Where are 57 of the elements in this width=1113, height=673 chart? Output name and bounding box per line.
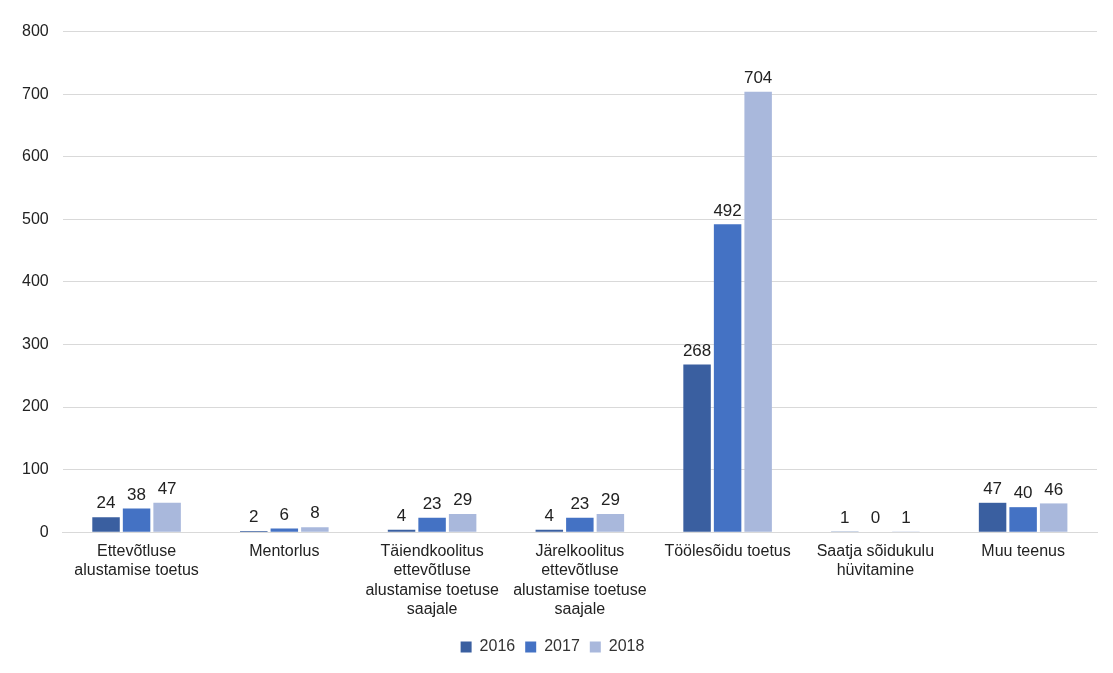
bar xyxy=(448,514,477,532)
data-label: 2 xyxy=(249,507,259,527)
bar xyxy=(566,517,594,532)
data-label: 47 xyxy=(157,478,177,498)
data-label: 492 xyxy=(713,200,742,220)
data-label: 8 xyxy=(310,503,320,523)
x-tick-label: Saatja sõidukulu hüvitamine xyxy=(816,542,935,579)
data-label: 704 xyxy=(743,67,773,87)
y-tick-label: 200 xyxy=(21,397,49,415)
x-tick-label: Muu teenus xyxy=(981,542,1065,560)
data-label: 23 xyxy=(422,494,442,513)
y-tick-label: 300 xyxy=(21,334,49,352)
data-label: 29 xyxy=(600,490,620,510)
y-tick-label: 800 xyxy=(21,22,49,40)
data-label: 29 xyxy=(453,490,473,510)
data-label: 6 xyxy=(279,504,290,524)
x-tick-label: Täiendkoolitus ettevõtluse alustamise toetuse saajale xyxy=(365,542,499,617)
bar xyxy=(596,514,625,532)
data-label: 40 xyxy=(1013,483,1033,503)
legend-label: 2018 xyxy=(608,637,645,655)
y-tick-label: 700 xyxy=(21,84,49,102)
data-label: 268 xyxy=(682,340,712,360)
legend-label: 2016 xyxy=(479,637,516,655)
x-tick-label: Ettevõtluse alustamise toetus xyxy=(74,542,199,579)
bar xyxy=(122,508,151,532)
data-label: 0 xyxy=(870,508,881,528)
bar xyxy=(301,527,329,532)
bar xyxy=(535,529,564,532)
bar xyxy=(92,517,120,532)
data-label: 1 xyxy=(840,507,850,527)
legend-label: 2017 xyxy=(544,637,580,655)
bar xyxy=(153,502,181,532)
data-label: 4 xyxy=(396,505,407,525)
x-tick-label: Mentorlus xyxy=(249,542,320,560)
y-tick-label: 600 xyxy=(21,147,49,165)
bar xyxy=(744,91,772,532)
bar xyxy=(387,529,416,532)
bar xyxy=(713,224,742,532)
bar xyxy=(1009,507,1037,532)
bar xyxy=(418,517,446,532)
y-tick-label: 100 xyxy=(21,460,49,478)
y-tick-label: 0 xyxy=(39,522,49,540)
data-label: 1 xyxy=(901,507,911,527)
bar xyxy=(1039,503,1068,532)
bar xyxy=(270,528,299,532)
data-label: 24 xyxy=(96,493,116,513)
data-label: 46 xyxy=(1044,479,1064,499)
data-label: 47 xyxy=(983,478,1003,498)
bar xyxy=(978,502,1007,532)
data-label: 38 xyxy=(127,484,147,504)
data-label: 23 xyxy=(570,494,590,513)
x-tick-label: Järelkoolitus ettevõtluse alustamise toetuse saajale xyxy=(513,542,647,617)
y-tick-label: 400 xyxy=(21,272,49,290)
x-tick-label: Töölesõidu toetus xyxy=(664,542,791,560)
data-label: 4 xyxy=(544,505,555,525)
bar xyxy=(683,364,711,532)
y-tick-label: 500 xyxy=(21,209,49,227)
